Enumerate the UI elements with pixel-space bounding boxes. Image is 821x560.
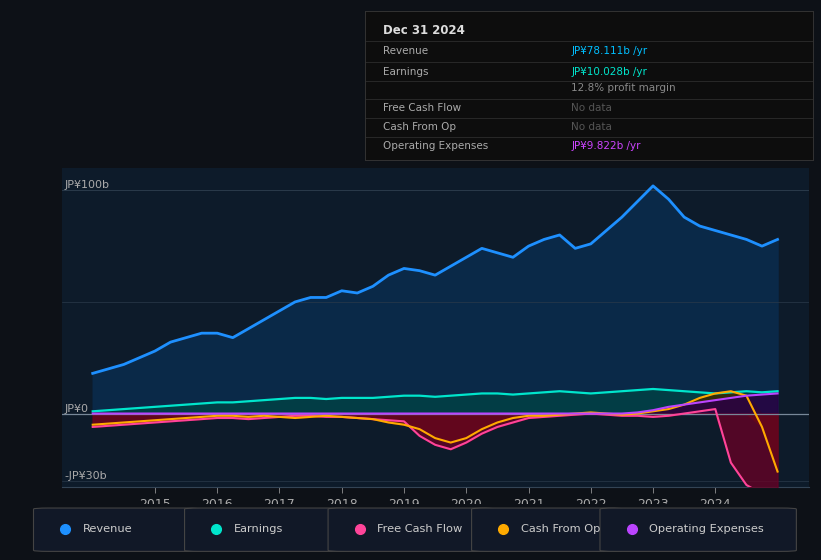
Text: Earnings: Earnings	[234, 524, 283, 534]
FancyBboxPatch shape	[34, 508, 200, 552]
FancyBboxPatch shape	[600, 508, 796, 552]
FancyBboxPatch shape	[471, 508, 622, 552]
Text: JP¥100b: JP¥100b	[65, 180, 110, 190]
Text: Revenue: Revenue	[83, 524, 132, 534]
Text: Revenue: Revenue	[383, 46, 429, 56]
Text: No data: No data	[571, 122, 612, 132]
Text: No data: No data	[571, 102, 612, 113]
Text: Free Cash Flow: Free Cash Flow	[377, 524, 462, 534]
Text: -JP¥30b: -JP¥30b	[65, 470, 108, 480]
FancyBboxPatch shape	[185, 508, 351, 552]
Text: Free Cash Flow: Free Cash Flow	[383, 102, 461, 113]
Text: JP¥10.028b /yr: JP¥10.028b /yr	[571, 67, 647, 77]
Text: 12.8% profit margin: 12.8% profit margin	[571, 83, 676, 94]
Text: Dec 31 2024: Dec 31 2024	[383, 24, 466, 37]
Text: Earnings: Earnings	[383, 67, 429, 77]
Text: Cash From Op: Cash From Op	[383, 122, 456, 132]
Text: JP¥0: JP¥0	[65, 404, 89, 413]
Text: Cash From Op: Cash From Op	[521, 524, 600, 534]
Text: Operating Expenses: Operating Expenses	[383, 141, 488, 151]
FancyBboxPatch shape	[328, 508, 494, 552]
Text: JP¥9.822b /yr: JP¥9.822b /yr	[571, 141, 640, 151]
Text: JP¥78.111b /yr: JP¥78.111b /yr	[571, 46, 647, 56]
Text: Operating Expenses: Operating Expenses	[649, 524, 764, 534]
